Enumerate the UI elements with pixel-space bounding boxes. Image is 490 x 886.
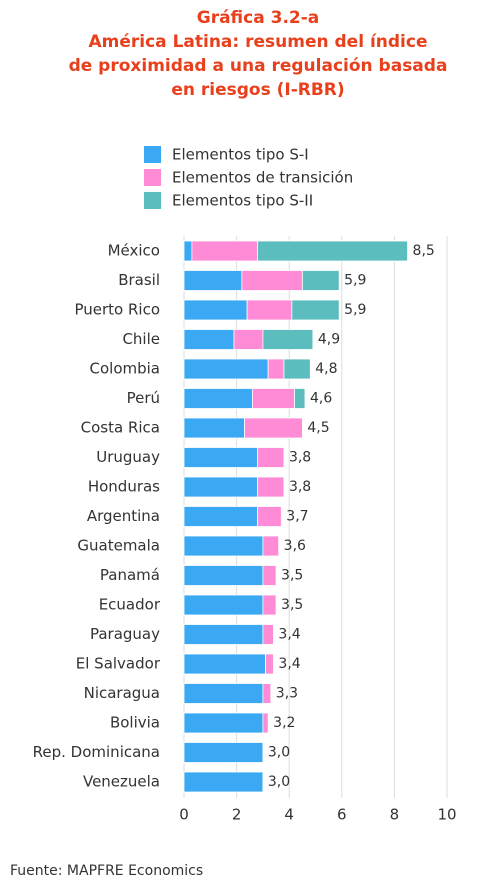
bar-segment [183, 388, 253, 409]
bar-segment [265, 653, 274, 675]
y-tick-label: Colombia [90, 360, 161, 378]
legend-swatch [144, 192, 161, 209]
bar-segment [233, 329, 264, 350]
bar-segment [183, 299, 248, 321]
bar-segment [183, 358, 269, 380]
bar-segment [262, 565, 277, 586]
y-tick-label: Honduras [88, 478, 160, 496]
y-tick-label: Puerto Rico [74, 301, 160, 319]
value-label: 3,7 [286, 509, 308, 525]
value-label: 3,5 [281, 597, 303, 613]
x-tick-label: 10 [437, 806, 456, 824]
x-tick-label: 6 [337, 806, 347, 824]
bar-segment [257, 476, 285, 498]
bar-segment [183, 565, 264, 586]
bar-segment [246, 299, 293, 321]
chart-title: Gráfica 3.2-a [197, 8, 320, 28]
bar-segment [183, 476, 259, 498]
bar-segment [191, 240, 259, 262]
y-tick-label: Perú [127, 389, 160, 407]
bar-segment [183, 742, 264, 763]
value-label: 3,5 [281, 568, 303, 584]
value-label: 4,9 [318, 332, 340, 348]
chart-title: América Latina: resumen del índice [88, 32, 427, 52]
bar-segment [183, 329, 235, 350]
value-label: 3,0 [268, 745, 290, 761]
value-label: 4,6 [310, 391, 332, 407]
y-tick-label: Bolivia [110, 714, 160, 732]
y-tick-label: Uruguay [96, 448, 160, 466]
legend-label: Elementos de transición [172, 169, 353, 187]
bar-segment [283, 358, 311, 380]
value-label: 4,8 [315, 361, 337, 377]
bar-segment [257, 240, 408, 262]
bar-segment [262, 594, 277, 616]
value-label: 4,5 [307, 420, 329, 436]
bar-segment [183, 683, 264, 704]
y-tick-label: Ecuador [99, 596, 161, 614]
y-tick-label: Brasil [118, 271, 160, 289]
value-label: 3,4 [278, 627, 300, 643]
y-tick-label: Argentina [87, 507, 160, 525]
bar-segment [257, 447, 285, 468]
bar-segment [262, 624, 274, 645]
source: Fuente: MAPFRE Economics [10, 863, 203, 879]
bar-segment [183, 535, 264, 557]
bar-segment [183, 447, 259, 468]
y-tick-label: Venezuela [83, 773, 160, 791]
y-tick-label: Rep. Dominicana [33, 743, 160, 761]
bar-segment [262, 683, 272, 704]
chart-title: de proximidad a una regulación basada [69, 56, 448, 76]
value-label: 3,4 [278, 656, 300, 672]
bar-segment [244, 417, 303, 439]
bar-segment [251, 388, 295, 409]
bar-segment [183, 771, 264, 793]
bar-segment [301, 270, 340, 291]
x-tick-label: 0 [179, 806, 189, 824]
x-tick-label: 4 [284, 806, 294, 824]
chart-title: en riesgos (I-RBR) [171, 80, 344, 100]
value-label: 5,9 [344, 273, 366, 289]
y-tick-label: El Salvador [76, 655, 161, 673]
bar-segment [241, 270, 303, 291]
bar-segment [183, 240, 193, 262]
bar-segment [183, 653, 266, 675]
bar-segment [262, 329, 314, 350]
value-label: 3,3 [276, 686, 298, 702]
y-tick-label: Panamá [100, 566, 160, 584]
bar-segment [183, 712, 264, 734]
bar-segment [183, 624, 264, 645]
legend-swatch [144, 169, 161, 186]
value-label: 3,6 [284, 538, 306, 554]
legend-label: Elementos tipo S-II [172, 192, 313, 210]
y-tick-label: México [108, 242, 160, 260]
bar-segment [183, 594, 264, 616]
bar-segment [262, 712, 269, 734]
bar-segment [294, 388, 306, 409]
y-tick-label: Chile [122, 330, 160, 348]
y-tick-label: Paraguay [90, 625, 160, 643]
value-label: 3,8 [289, 450, 311, 466]
x-tick-label: 2 [232, 806, 242, 824]
bar-segment [183, 270, 243, 291]
bar-segment [183, 506, 259, 527]
value-label: 8,5 [413, 243, 435, 259]
bar-segment [183, 417, 245, 439]
legend-swatch [144, 146, 161, 163]
y-tick-label: Costa Rica [81, 419, 160, 437]
value-label: 3,8 [289, 479, 311, 495]
y-tick-label: Guatemala [77, 537, 160, 555]
x-tick-label: 8 [390, 806, 400, 824]
bar-segment [291, 299, 340, 321]
legend-label: Elementos tipo S-I [172, 146, 309, 164]
bar-segment [267, 358, 285, 380]
bar-segment [257, 506, 282, 527]
value-label: 3,0 [268, 774, 290, 790]
bar-segment [262, 535, 280, 557]
value-label: 3,2 [273, 715, 295, 731]
y-tick-label: Nicaragua [84, 684, 160, 702]
value-label: 5,9 [344, 302, 366, 318]
